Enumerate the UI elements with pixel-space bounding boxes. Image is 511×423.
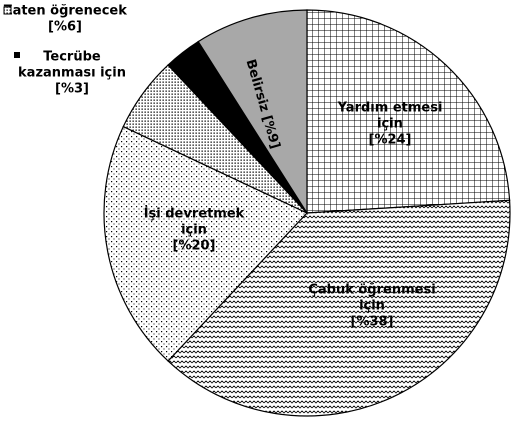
legend-marker — [14, 52, 20, 58]
pie-slice — [103, 125, 309, 362]
category-label: için — [377, 117, 403, 132]
legend-marker — [3, 6, 12, 15]
category-label: Çabuk öğrenmesi — [308, 283, 435, 298]
pie-slice — [306, 9, 511, 214]
category-label: Tecrübe — [43, 50, 101, 65]
category-label: için — [181, 223, 207, 238]
value-label: [%24] — [369, 133, 412, 148]
pie-slice — [167, 199, 511, 417]
value-label: [%3] — [55, 82, 89, 97]
value-label: [%6] — [48, 20, 82, 35]
pie-slice — [197, 9, 308, 216]
category-label: İşi devretmek — [144, 206, 245, 222]
value-label: [%20] — [173, 239, 216, 254]
value-label: [%38] — [351, 315, 394, 330]
category-label: Zaten öğrenecek — [3, 4, 127, 19]
category-label: Yardım etmesi — [337, 101, 443, 116]
category-label: kazanması için — [18, 66, 126, 81]
category-label: için — [359, 299, 385, 314]
